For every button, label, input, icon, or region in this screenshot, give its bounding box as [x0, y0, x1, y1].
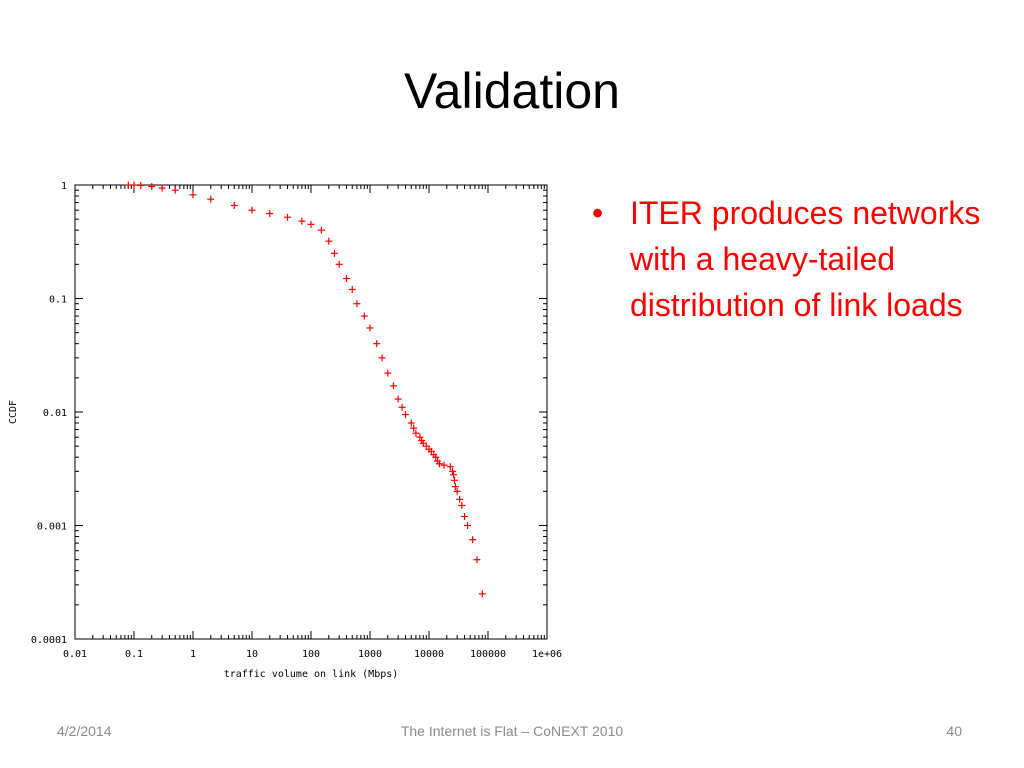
x-tick-label: 0.01 [63, 649, 87, 660]
data-point [398, 403, 406, 411]
slide-title: Validation [404, 63, 620, 119]
x-tick-label: 1000 [358, 649, 382, 660]
data-point [384, 369, 392, 377]
y-tick-label: 0.0001 [31, 635, 67, 646]
data-point [148, 183, 156, 191]
data-point [360, 312, 368, 320]
data-point [461, 513, 469, 521]
y-tick-label: 0.001 [37, 522, 67, 533]
data-point [478, 590, 486, 598]
data-point [473, 556, 481, 564]
bullet-list: • ITER produces networks with a heavy-ta… [592, 190, 1017, 328]
data-point [171, 186, 179, 194]
data-point [407, 419, 415, 427]
data-point [416, 433, 424, 441]
x-tick-label: 0.1 [125, 649, 143, 660]
data-point [440, 461, 448, 469]
data-point [373, 340, 381, 348]
data-point [456, 495, 464, 503]
data-point [446, 463, 454, 471]
data-point [317, 226, 325, 234]
data-points [124, 181, 486, 598]
data-point [389, 382, 397, 390]
bullet-item: • ITER produces networks with a heavy-ta… [592, 190, 1017, 328]
ccdf-chart: 0.01 0.1 1 10 100 1000 10000 100000 1e+06 1 0.1 0.… [0, 170, 580, 690]
plot-frame [74, 184, 548, 640]
data-point [284, 213, 292, 221]
data-point [412, 429, 420, 437]
data-point [330, 249, 338, 257]
data-point [410, 424, 418, 432]
x-axis-ticks: 0.01 0.1 1 10 100 1000 10000 100000 1e+06 [63, 185, 562, 660]
x-tick-label: 100000 [470, 649, 506, 660]
y-tick-label: 1 [61, 181, 67, 192]
data-point [353, 300, 361, 308]
data-point [335, 260, 343, 268]
footer-title: The Internet is Flat – CoNEXT 2010 [400, 723, 624, 739]
data-point [137, 181, 145, 189]
y-tick-label: 0.01 [43, 408, 67, 419]
data-point [189, 191, 197, 199]
data-point [402, 411, 410, 419]
data-point [469, 536, 477, 544]
y-axis-ticks: 1 0.1 0.01 0.001 0.0001 [31, 181, 547, 646]
y-tick-label: 0.1 [49, 295, 67, 306]
bullet-icon: • [592, 195, 604, 231]
data-point [230, 201, 238, 209]
data-point [432, 453, 440, 461]
page-number: 40 [946, 723, 962, 739]
data-point [464, 522, 472, 529]
x-tick-label: 10000 [414, 649, 444, 660]
data-point [248, 206, 256, 214]
x-tick-label: 1 [190, 649, 196, 660]
data-point [453, 487, 461, 495]
data-point [451, 483, 459, 491]
data-point [458, 502, 466, 510]
data-point [450, 476, 458, 484]
data-point [307, 220, 315, 228]
ccdf-chart-svg: 0.01 0.1 1 10 100 1000 10000 100000 1e+06 10.10.… [8, 181, 562, 680]
data-point [449, 471, 457, 479]
data-point [378, 354, 386, 362]
data-point [394, 395, 402, 403]
data-point [435, 460, 443, 468]
data-point [266, 210, 274, 218]
data-point [130, 181, 138, 189]
data-point [325, 237, 333, 245]
data-point [298, 217, 306, 225]
data-point [366, 324, 374, 332]
data-point [348, 286, 356, 294]
x-axis-label: traffic volume on link (Mbps) [224, 669, 399, 680]
y-axis-label: CCDF [8, 400, 19, 424]
x-tick-label: 100 [302, 649, 320, 660]
x-tick-label: 10 [246, 649, 258, 660]
bullet-text: ITER produces networks with a heavy-tail… [630, 195, 981, 323]
data-point [343, 275, 351, 283]
footer-date: 4/2/2014 [57, 723, 112, 739]
data-point [448, 467, 456, 475]
data-point [158, 184, 166, 192]
x-tick-label: 1e+06 [532, 649, 562, 660]
data-point [207, 195, 215, 203]
